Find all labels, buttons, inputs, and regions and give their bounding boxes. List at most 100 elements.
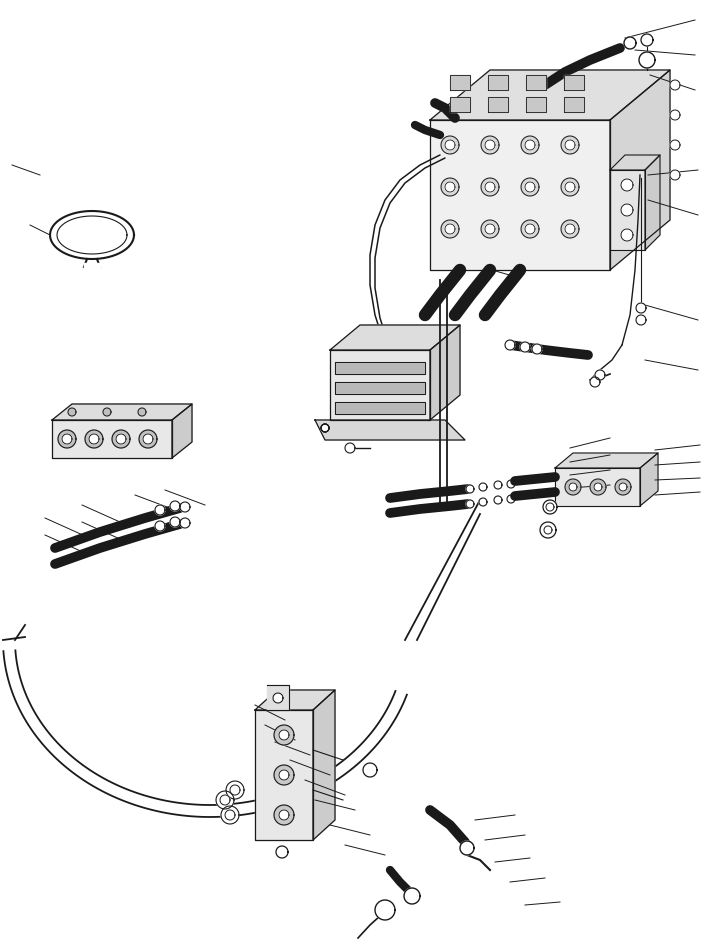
Polygon shape xyxy=(466,485,474,493)
Polygon shape xyxy=(569,483,577,491)
Polygon shape xyxy=(466,500,474,508)
Polygon shape xyxy=(441,136,459,154)
Polygon shape xyxy=(595,370,605,380)
Polygon shape xyxy=(335,362,425,374)
Polygon shape xyxy=(507,480,515,488)
Polygon shape xyxy=(335,402,425,414)
Polygon shape xyxy=(445,224,455,234)
Polygon shape xyxy=(321,424,329,432)
Polygon shape xyxy=(226,781,244,799)
Polygon shape xyxy=(590,479,606,495)
Polygon shape xyxy=(640,453,658,506)
Polygon shape xyxy=(68,408,76,416)
Polygon shape xyxy=(670,170,680,180)
Polygon shape xyxy=(321,424,329,432)
Polygon shape xyxy=(526,97,546,112)
Polygon shape xyxy=(485,182,495,192)
Polygon shape xyxy=(561,220,579,238)
Polygon shape xyxy=(561,136,579,154)
Polygon shape xyxy=(590,377,600,387)
Polygon shape xyxy=(641,34,653,46)
Polygon shape xyxy=(335,382,425,394)
Polygon shape xyxy=(555,453,658,468)
Polygon shape xyxy=(645,155,660,250)
Polygon shape xyxy=(321,424,329,432)
Polygon shape xyxy=(221,806,239,824)
Polygon shape xyxy=(330,325,460,350)
Polygon shape xyxy=(139,430,157,448)
Polygon shape xyxy=(526,75,546,90)
Polygon shape xyxy=(636,303,646,313)
Polygon shape xyxy=(479,498,487,506)
Polygon shape xyxy=(52,420,172,458)
Polygon shape xyxy=(670,140,680,150)
Polygon shape xyxy=(621,179,633,191)
Polygon shape xyxy=(540,522,556,538)
Polygon shape xyxy=(621,204,633,216)
Polygon shape xyxy=(62,434,72,444)
Polygon shape xyxy=(89,434,99,444)
Polygon shape xyxy=(103,408,111,416)
Polygon shape xyxy=(430,325,460,420)
Polygon shape xyxy=(155,521,165,531)
Polygon shape xyxy=(330,350,430,420)
Polygon shape xyxy=(488,97,508,112)
Polygon shape xyxy=(441,178,459,196)
Polygon shape xyxy=(255,710,313,840)
Polygon shape xyxy=(279,810,289,820)
Polygon shape xyxy=(52,404,192,420)
Polygon shape xyxy=(505,340,515,350)
Polygon shape xyxy=(610,70,670,270)
Polygon shape xyxy=(564,75,584,90)
Polygon shape xyxy=(274,725,294,745)
Polygon shape xyxy=(481,178,499,196)
Polygon shape xyxy=(143,434,153,444)
Polygon shape xyxy=(180,518,190,528)
Polygon shape xyxy=(112,430,130,448)
Polygon shape xyxy=(565,182,575,192)
Polygon shape xyxy=(180,502,190,512)
Polygon shape xyxy=(267,685,289,710)
Polygon shape xyxy=(138,408,146,416)
Polygon shape xyxy=(430,120,610,270)
Polygon shape xyxy=(170,517,180,527)
Polygon shape xyxy=(615,479,631,495)
Polygon shape xyxy=(525,140,535,150)
Polygon shape xyxy=(255,690,335,710)
Polygon shape xyxy=(279,770,289,780)
Polygon shape xyxy=(321,424,329,432)
Polygon shape xyxy=(555,468,640,506)
Polygon shape xyxy=(225,810,235,820)
Polygon shape xyxy=(619,483,627,491)
Polygon shape xyxy=(485,224,495,234)
Polygon shape xyxy=(564,97,584,112)
Polygon shape xyxy=(594,483,602,491)
Polygon shape xyxy=(445,140,455,150)
Polygon shape xyxy=(546,503,554,511)
Polygon shape xyxy=(220,795,230,805)
Polygon shape xyxy=(565,140,575,150)
Polygon shape xyxy=(521,178,539,196)
Polygon shape xyxy=(670,110,680,120)
Polygon shape xyxy=(279,730,289,740)
Polygon shape xyxy=(494,496,502,504)
Polygon shape xyxy=(481,220,499,238)
Polygon shape xyxy=(230,785,240,795)
Polygon shape xyxy=(170,501,180,511)
Polygon shape xyxy=(84,263,100,270)
Polygon shape xyxy=(621,229,633,241)
Polygon shape xyxy=(521,220,539,238)
Polygon shape xyxy=(441,220,459,238)
Polygon shape xyxy=(485,140,495,150)
Polygon shape xyxy=(636,315,646,325)
Polygon shape xyxy=(532,344,542,354)
Polygon shape xyxy=(315,420,465,440)
Polygon shape xyxy=(494,481,502,489)
Polygon shape xyxy=(610,155,660,170)
Polygon shape xyxy=(58,430,76,448)
Polygon shape xyxy=(430,70,670,120)
Polygon shape xyxy=(276,846,288,858)
Polygon shape xyxy=(363,763,377,777)
Polygon shape xyxy=(520,342,530,352)
Polygon shape xyxy=(450,97,470,112)
